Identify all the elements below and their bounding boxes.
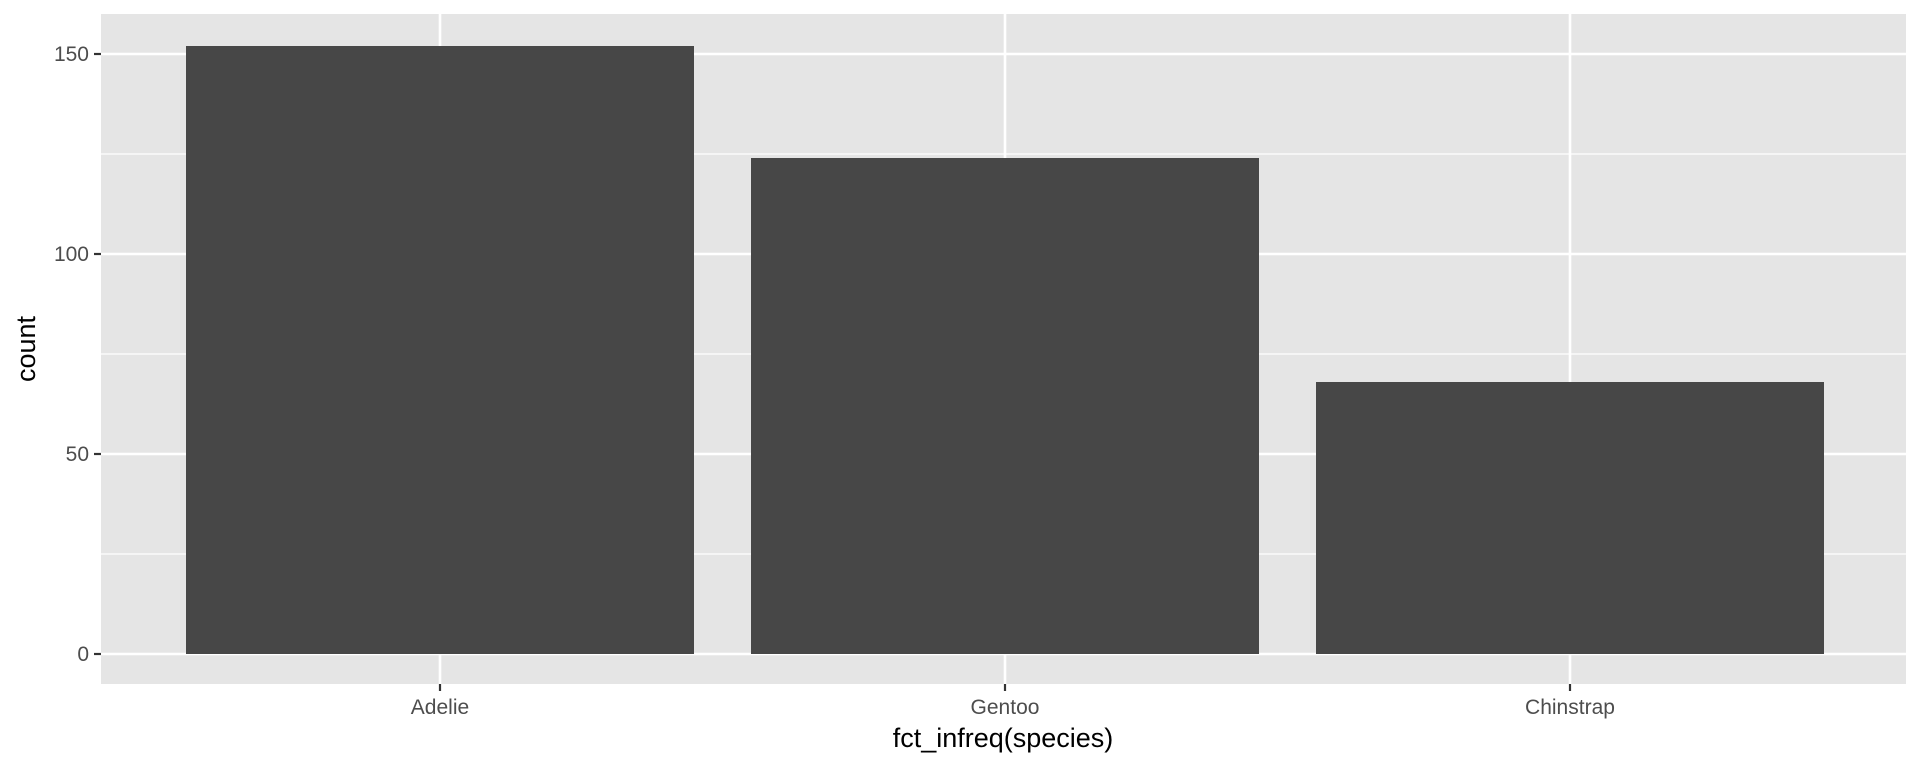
x-tick-label: Adelie — [411, 696, 469, 719]
bars — [186, 46, 1824, 654]
y-axis: 0 50 100 150 — [54, 43, 101, 666]
bar-adelie — [186, 46, 694, 654]
y-tick-label: 0 — [77, 643, 89, 666]
x-axis-title: fct_infreq(species) — [893, 723, 1114, 753]
bar-chinstrap — [1316, 382, 1824, 654]
x-tick-label: Chinstrap — [1525, 696, 1615, 719]
x-axis: Adelie Gentoo Chinstrap — [411, 684, 1615, 719]
x-tick-label: Gentoo — [971, 696, 1040, 719]
y-tick-label: 100 — [54, 243, 89, 266]
bar-gentoo — [751, 158, 1259, 654]
y-axis-title: count — [11, 315, 41, 382]
y-tick-label: 50 — [66, 443, 89, 466]
y-tick-label: 150 — [54, 43, 89, 66]
